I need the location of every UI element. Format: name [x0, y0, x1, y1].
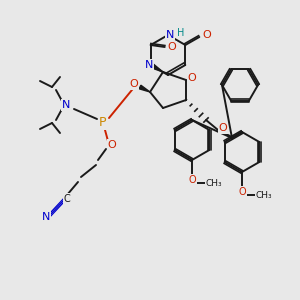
Text: O: O: [108, 140, 116, 150]
Text: N: N: [62, 100, 70, 110]
Polygon shape: [149, 63, 163, 72]
Text: O: O: [188, 73, 196, 83]
Text: N: N: [145, 60, 153, 70]
Text: H: H: [177, 28, 185, 38]
Text: P: P: [99, 116, 107, 128]
Text: O: O: [202, 30, 211, 40]
Polygon shape: [139, 85, 150, 92]
Text: N: N: [42, 212, 50, 222]
Text: O: O: [238, 187, 246, 197]
Text: CH₃: CH₃: [256, 190, 272, 200]
Text: O: O: [130, 79, 138, 89]
Text: O: O: [188, 175, 196, 185]
Text: O: O: [219, 123, 227, 133]
Text: O: O: [167, 42, 176, 52]
Text: C: C: [64, 194, 70, 204]
Text: N: N: [166, 30, 174, 40]
Text: CH₃: CH₃: [206, 178, 222, 188]
